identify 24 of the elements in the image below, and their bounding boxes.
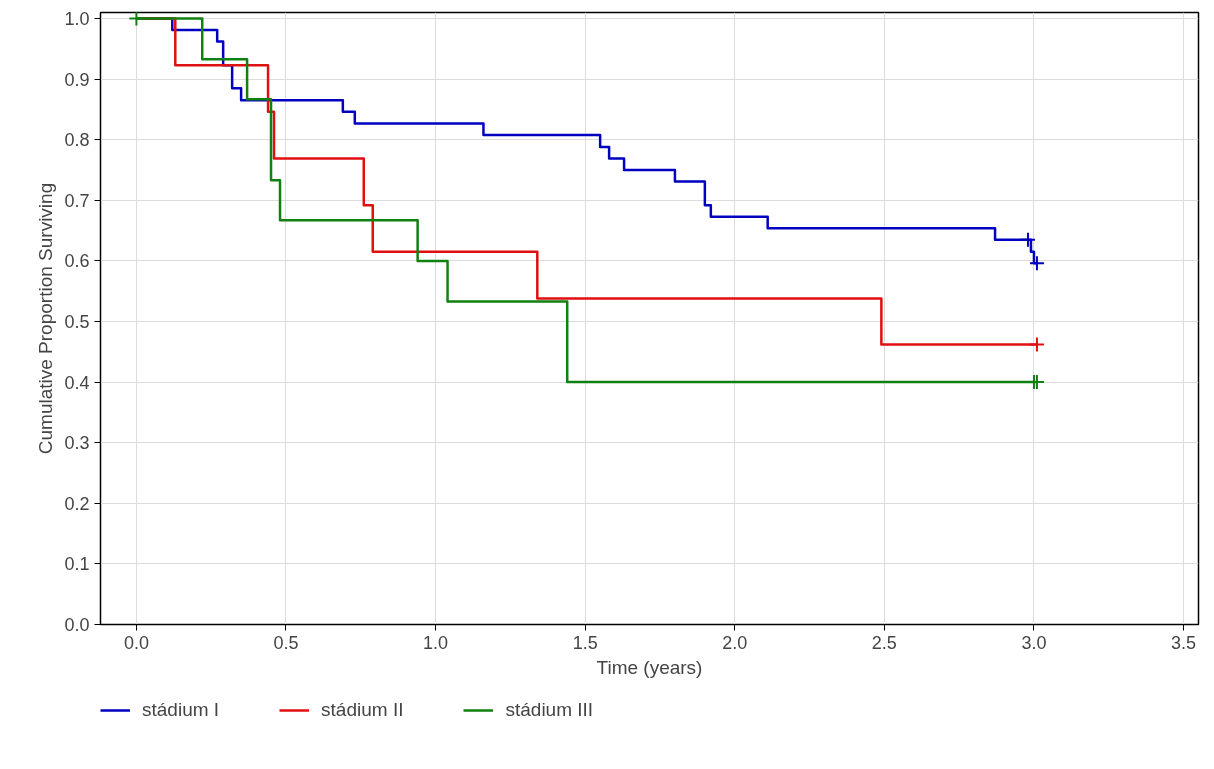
y-tick-label: 0.9	[64, 69, 90, 90]
x-axis-title: Time (years)	[596, 656, 703, 678]
legend-label: stádium III	[505, 699, 594, 721]
y-tick-label: 1.0	[64, 9, 90, 30]
x-tick-label: 2.5	[871, 632, 897, 653]
y-tick-label: 0.5	[64, 312, 90, 333]
y-tick-label: 0.8	[64, 130, 90, 151]
x-tick-label: 0.0	[123, 632, 149, 653]
y-tick-label: 0.7	[64, 190, 90, 211]
y-axis-title: Cumulative Proportion Surviving	[35, 182, 57, 455]
y-tick-label: 0.2	[64, 493, 90, 514]
x-tick-label: 0.5	[273, 632, 299, 653]
y-tick-label: 0.3	[64, 433, 90, 454]
x-tick-label: 3.5	[1171, 632, 1197, 653]
legend-label: stádium II	[321, 699, 404, 721]
legend-label: stádium I	[142, 699, 220, 721]
y-tick-label: 0.4	[64, 372, 90, 393]
x-tick-label: 3.0	[1021, 632, 1047, 653]
y-tick-label: 0.6	[64, 251, 90, 272]
x-tick-label: 1.0	[423, 632, 449, 653]
y-tick-label: 0.1	[64, 554, 90, 575]
x-tick-label: 2.0	[722, 632, 748, 653]
y-tick-label: 0.0	[64, 615, 90, 635]
x-tick-label: 1.5	[572, 632, 598, 653]
